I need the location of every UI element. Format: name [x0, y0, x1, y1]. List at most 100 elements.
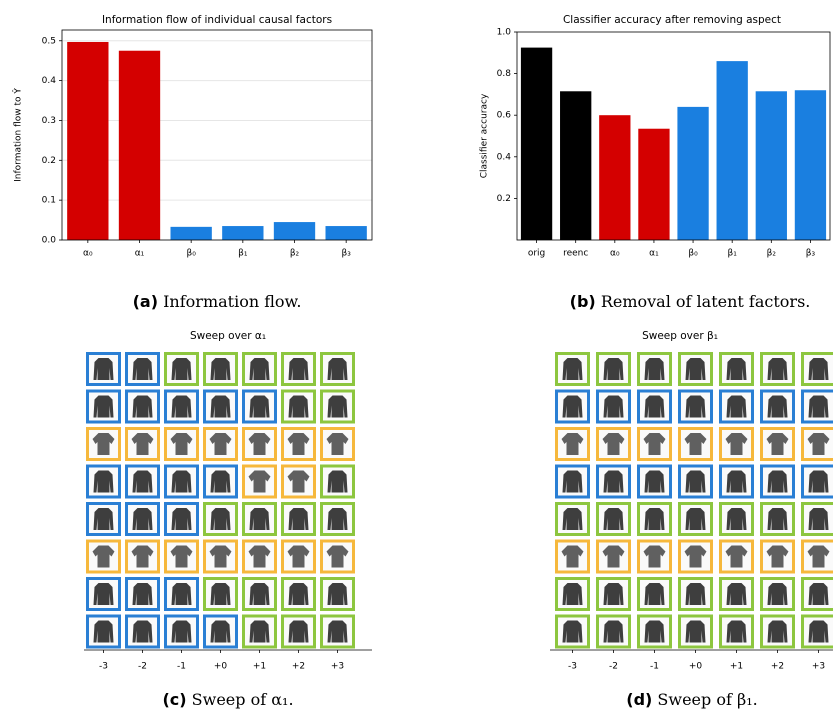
garment	[289, 583, 309, 605]
garment	[250, 508, 270, 530]
garment	[604, 396, 624, 418]
garment	[563, 508, 583, 530]
bar	[171, 227, 212, 240]
garment	[686, 396, 706, 418]
x-tick-label: -1	[650, 662, 659, 672]
garment	[133, 621, 153, 643]
bar	[119, 51, 160, 240]
bar	[717, 61, 748, 240]
chart-title: Sweep over β₁	[642, 330, 718, 342]
x-tick-label: orig	[528, 249, 545, 259]
x-tick-label: α₀	[83, 249, 93, 259]
garment	[768, 396, 788, 418]
garment	[604, 583, 624, 605]
garment	[94, 396, 114, 418]
garment	[563, 583, 583, 605]
garment	[645, 621, 665, 643]
bar	[67, 42, 108, 240]
garment	[133, 508, 153, 530]
garment	[289, 508, 309, 530]
x-tick-label: α₁	[135, 249, 145, 259]
x-tick-label: +2	[292, 662, 305, 672]
garment	[563, 621, 583, 643]
garment	[604, 471, 624, 493]
garment	[172, 471, 192, 493]
garment	[211, 358, 231, 380]
bar	[795, 90, 826, 240]
chart-title: Classifier accuracy after removing aspec…	[563, 14, 781, 26]
garment	[768, 508, 788, 530]
garment	[172, 358, 192, 380]
garment	[686, 583, 706, 605]
garment	[328, 508, 348, 530]
garment	[133, 583, 153, 605]
garment	[94, 471, 114, 493]
caption: (a) Information flow.	[133, 292, 302, 311]
x-tick-label: β₂	[290, 249, 300, 259]
garment	[768, 583, 788, 605]
garment	[686, 508, 706, 530]
x-tick-label: -2	[138, 662, 147, 672]
bar	[677, 107, 708, 240]
garment	[645, 471, 665, 493]
garment	[563, 396, 583, 418]
garment	[604, 358, 624, 380]
x-tick-label: +1	[253, 662, 266, 672]
garment	[809, 508, 829, 530]
y-tick-label: 1.0	[497, 28, 512, 38]
x-tick-label: β₀	[688, 249, 698, 259]
chart-title: Sweep over α₁	[190, 330, 266, 342]
x-tick-label: -2	[609, 662, 618, 672]
garment	[686, 471, 706, 493]
x-tick-label: -3	[99, 662, 108, 672]
y-axis-label: Classifier accuracy	[480, 93, 490, 178]
garment	[686, 358, 706, 380]
garment	[289, 621, 309, 643]
garment	[604, 621, 624, 643]
y-tick-label: 0.2	[497, 194, 511, 204]
x-tick-label: -1	[177, 662, 186, 672]
garment	[727, 508, 747, 530]
garment	[211, 583, 231, 605]
y-tick-label: 0.3	[42, 116, 56, 126]
caption-text: Sweep of α₁.	[192, 690, 294, 709]
x-tick-label: β₀	[186, 249, 196, 259]
caption-label: (c)	[162, 690, 186, 709]
chart-title: Information flow of individual causal fa…	[102, 14, 332, 26]
caption-text: Removal of latent factors.	[601, 292, 811, 311]
garment	[211, 471, 231, 493]
garment	[809, 621, 829, 643]
x-tick-label: β₂	[767, 249, 777, 259]
garment	[328, 583, 348, 605]
bar	[326, 226, 367, 240]
bar	[521, 48, 552, 240]
bar	[638, 129, 669, 240]
garment	[250, 396, 270, 418]
garment	[686, 621, 706, 643]
y-tick-label: 0.1	[42, 196, 56, 206]
y-tick-label: 0.2	[42, 156, 56, 166]
bar	[599, 115, 630, 240]
garment	[172, 583, 192, 605]
garment	[94, 583, 114, 605]
garment	[809, 396, 829, 418]
garment	[172, 508, 192, 530]
garment	[289, 358, 309, 380]
garment	[94, 358, 114, 380]
garment	[768, 621, 788, 643]
figure: Information flow of individual causal fa…	[0, 0, 833, 715]
x-tick-label: +0	[214, 662, 228, 672]
bar	[274, 222, 315, 240]
garment	[133, 396, 153, 418]
garment	[809, 583, 829, 605]
y-tick-label: 0.8	[497, 69, 512, 79]
garment	[328, 358, 348, 380]
caption: (c) Sweep of α₁.	[162, 690, 293, 709]
bar	[560, 91, 591, 240]
caption-label: (b)	[570, 292, 596, 311]
x-tick-label: reenc	[563, 249, 588, 259]
x-tick-label: α₁	[649, 249, 659, 259]
garment	[645, 508, 665, 530]
garment	[133, 471, 153, 493]
x-tick-label: +3	[812, 662, 825, 672]
